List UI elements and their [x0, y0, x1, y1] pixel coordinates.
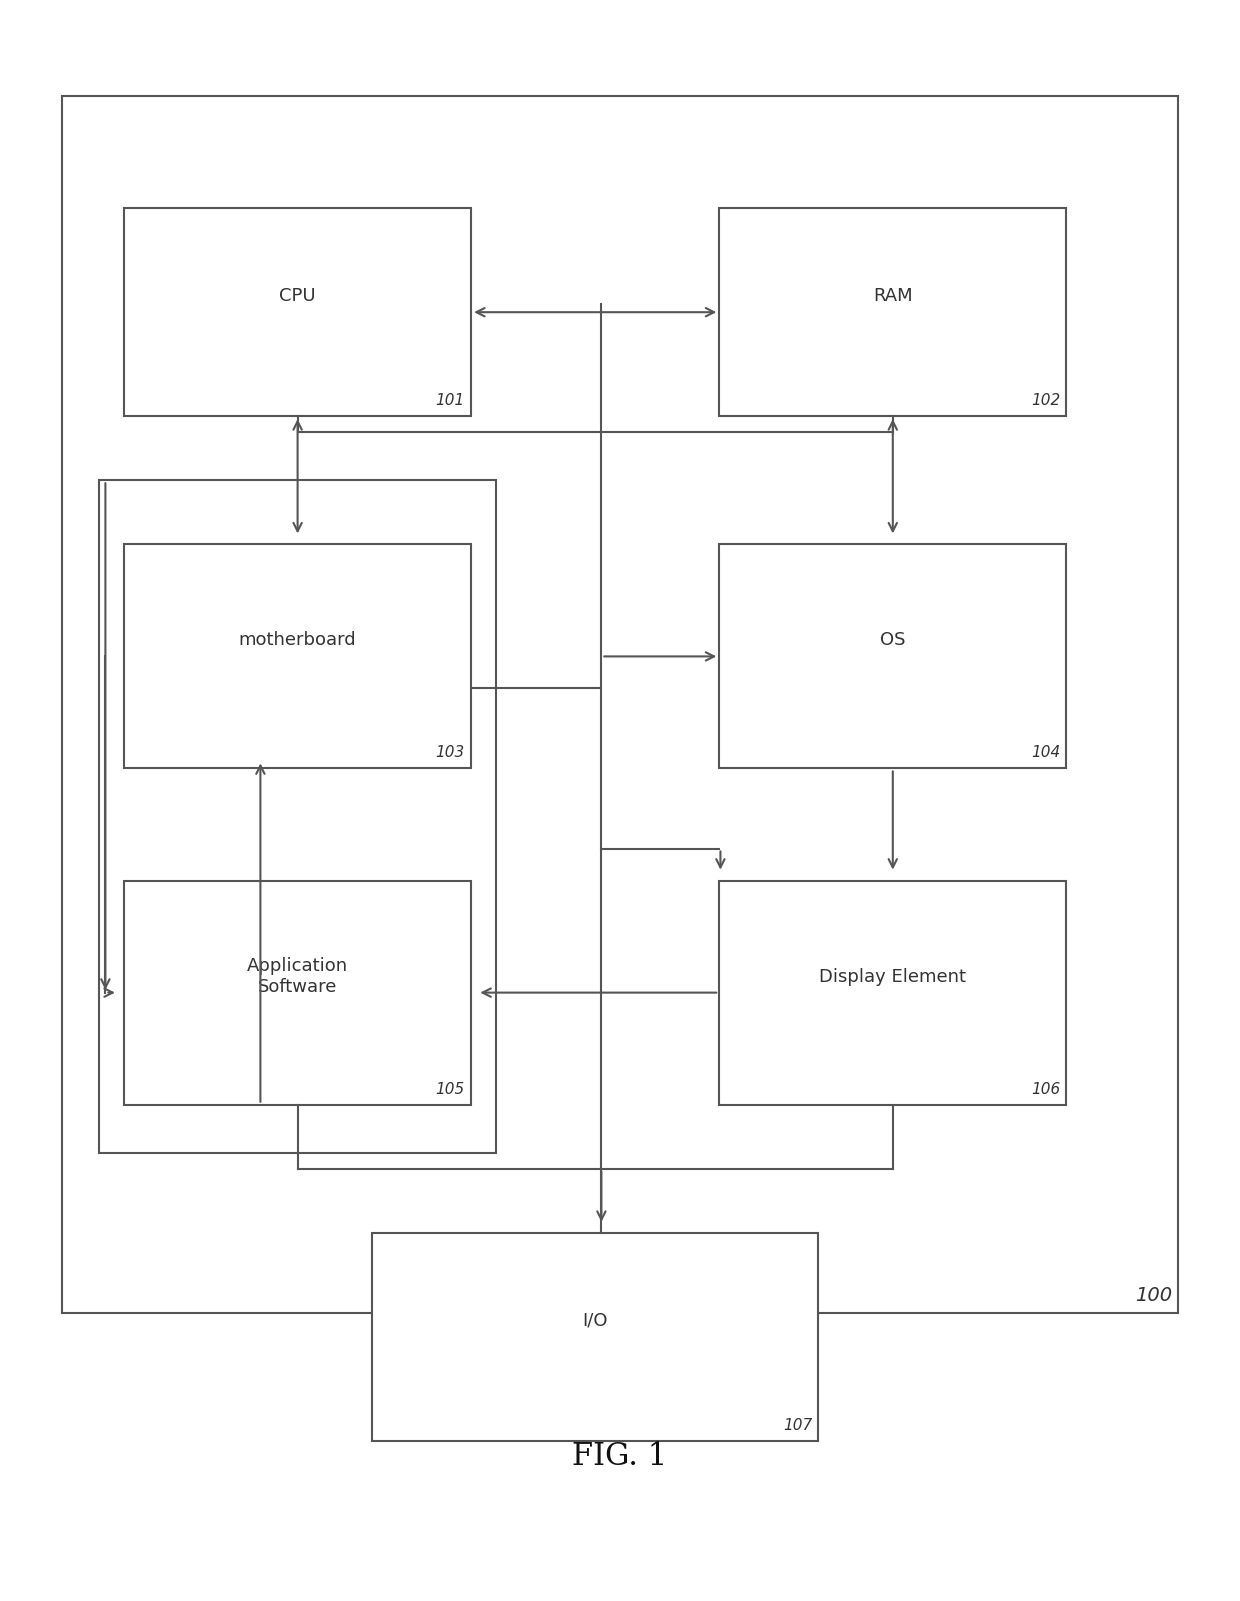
Text: 100: 100 [1135, 1286, 1172, 1305]
Text: Application
Software: Application Software [247, 957, 348, 996]
FancyBboxPatch shape [124, 881, 471, 1105]
Text: 102: 102 [1030, 394, 1060, 408]
Text: motherboard: motherboard [239, 631, 356, 650]
Text: 104: 104 [1030, 746, 1060, 760]
Text: 101: 101 [435, 394, 465, 408]
Text: 103: 103 [435, 746, 465, 760]
Text: 107: 107 [782, 1418, 812, 1433]
Text: CPU: CPU [279, 287, 316, 306]
FancyBboxPatch shape [719, 881, 1066, 1105]
Text: Display Element: Display Element [820, 967, 966, 986]
Text: OS: OS [880, 631, 905, 650]
FancyBboxPatch shape [719, 208, 1066, 416]
Text: I/O: I/O [583, 1311, 608, 1330]
Text: 106: 106 [1030, 1082, 1060, 1097]
FancyBboxPatch shape [372, 1233, 818, 1441]
Text: 105: 105 [435, 1082, 465, 1097]
FancyBboxPatch shape [719, 544, 1066, 768]
FancyBboxPatch shape [124, 544, 471, 768]
Text: FIG. 1: FIG. 1 [573, 1441, 667, 1473]
Text: RAM: RAM [873, 287, 913, 306]
FancyBboxPatch shape [124, 208, 471, 416]
